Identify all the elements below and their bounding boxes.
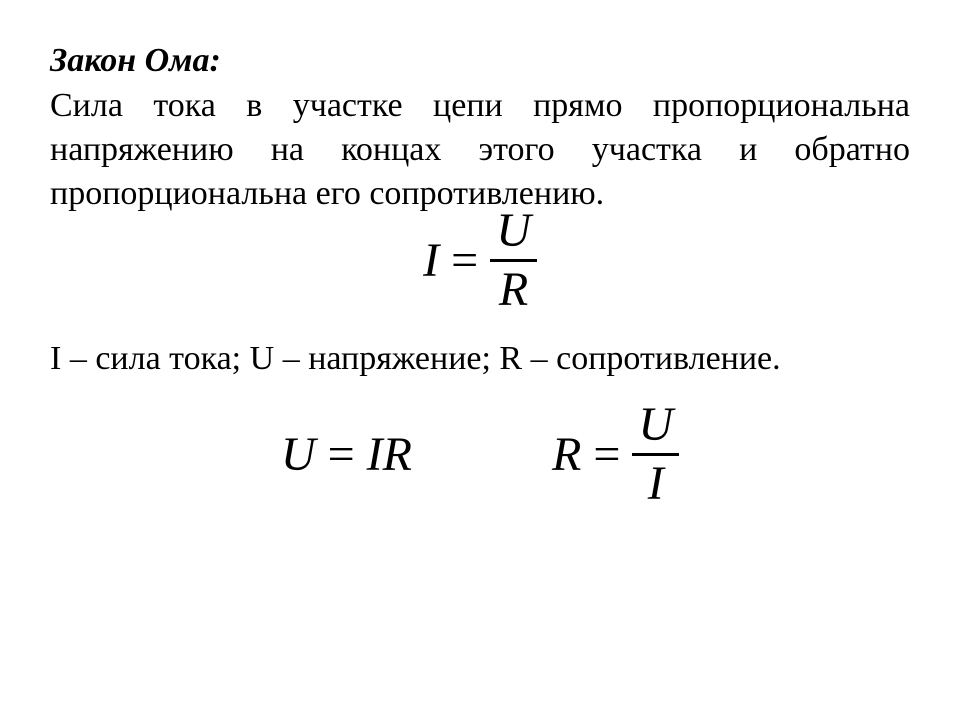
fraction-denominator: R <box>493 266 534 314</box>
equals-sign: = <box>328 427 355 482</box>
fraction-bar <box>490 259 537 262</box>
legend-desc-i: – сила тока; <box>61 340 249 377</box>
fraction-numerator: U <box>632 401 679 449</box>
fraction-numerator: U <box>490 207 537 255</box>
fraction-bar <box>632 453 679 456</box>
equals-sign: = <box>451 233 478 288</box>
legend-symbol-u: U <box>250 340 275 377</box>
formula-r-equals-u-over-i: R = U I <box>552 401 679 508</box>
formula-u-equals-ir: U = IR <box>281 427 412 482</box>
fraction-denominator: I <box>642 460 670 508</box>
legend-symbol-r: R <box>499 340 522 377</box>
formula-lhs: R <box>552 427 581 482</box>
law-title: Закон Ома: <box>50 42 910 80</box>
page-root: Закон Ома: Сила тока в участке цепи прям… <box>0 0 960 720</box>
formula-i-equals-u-over-r: I = U R <box>423 207 537 314</box>
formula-lhs: I <box>423 233 439 288</box>
equals-sign: = <box>593 427 620 482</box>
symbol-legend: I – сила тока; U – напряжение; R – сопро… <box>50 336 910 382</box>
fraction: U R <box>490 207 537 314</box>
fraction: U I <box>632 401 679 508</box>
legend-desc-u: – напряжение; <box>274 340 499 377</box>
formula-row-derived: U = IR R = U I <box>50 401 910 508</box>
formula-rhs: IR <box>367 427 412 482</box>
formula-row-main: I = U R <box>50 207 910 314</box>
legend-desc-r: – сопротивление. <box>522 340 781 377</box>
formula-lhs: U <box>281 427 316 482</box>
law-definition: Сила тока в участке цепи прямо пропорцио… <box>50 84 910 217</box>
legend-symbol-i: I <box>50 340 61 377</box>
